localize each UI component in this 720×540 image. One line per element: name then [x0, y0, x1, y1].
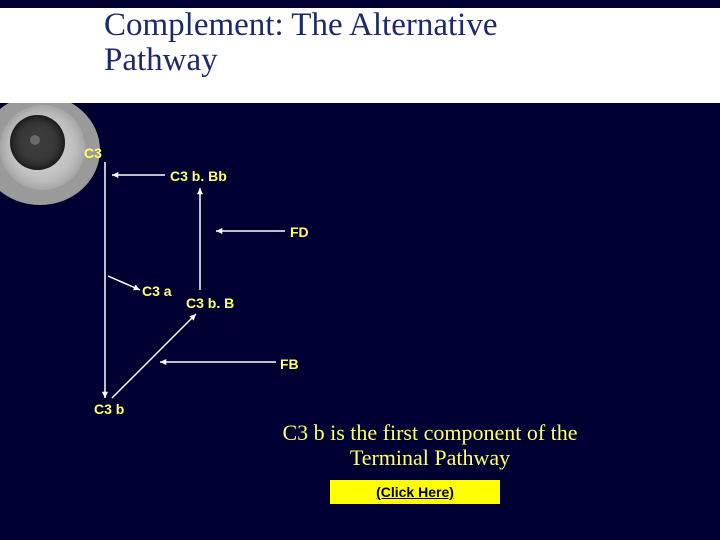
label-c3b: C3 b: [94, 401, 124, 417]
label-c3bb: C3 b. B: [186, 295, 234, 311]
label-fd: FD: [290, 224, 309, 240]
body-text: C3 b is the first component of the Termi…: [220, 420, 640, 471]
click-here-button[interactable]: (Click Here): [330, 480, 500, 504]
label-c3: C3: [84, 145, 102, 161]
bg-cell-spot: [30, 135, 40, 145]
label-fb: FB: [280, 356, 299, 372]
label-c3bbb: C3 b. Bb: [170, 168, 227, 184]
slide-title: Complement: The Alternative Pathway: [104, 8, 497, 77]
label-c3a: C3 a: [142, 283, 172, 299]
arrow-c3b-up-to-c3bb: [112, 314, 196, 398]
slide-stage: Complement: The Alternative Pathway C3 C3 …: [0, 0, 720, 540]
arrow-c3a-split: [108, 276, 140, 290]
